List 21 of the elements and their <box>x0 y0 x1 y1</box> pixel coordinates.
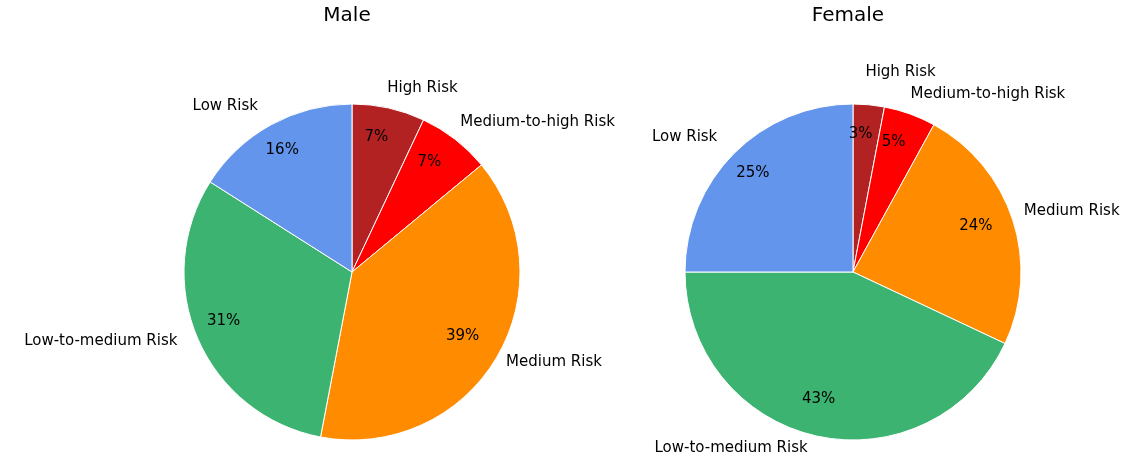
data-label: 16% <box>265 140 299 159</box>
slice-label: Low-to-medium Risk <box>654 438 808 457</box>
slice-label: Low Risk <box>192 96 259 115</box>
slice-label: Medium Risk <box>506 352 603 371</box>
data-label: 5% <box>881 131 906 150</box>
slice-label: Low Risk <box>651 127 718 146</box>
data-label: 31% <box>206 311 241 330</box>
slice-label: Medium Risk <box>1023 200 1120 219</box>
slice-label: High Risk <box>387 77 458 96</box>
chart-title: Female <box>810 2 886 26</box>
data-label: 7% <box>364 126 389 145</box>
data-label: 39% <box>446 326 480 345</box>
data-label: 25% <box>736 162 770 181</box>
slice-label: High Risk <box>865 62 937 81</box>
slice-label: Low-to-medium Risk <box>24 331 178 350</box>
data-label: 7% <box>417 151 442 170</box>
slice-label: Medium-to-high Risk <box>460 111 616 130</box>
data-label: 24% <box>959 216 993 235</box>
chart-title: Male <box>322 2 372 26</box>
slice-label: Medium-to-high Risk <box>910 84 1066 103</box>
data-label: 43% <box>802 389 836 408</box>
